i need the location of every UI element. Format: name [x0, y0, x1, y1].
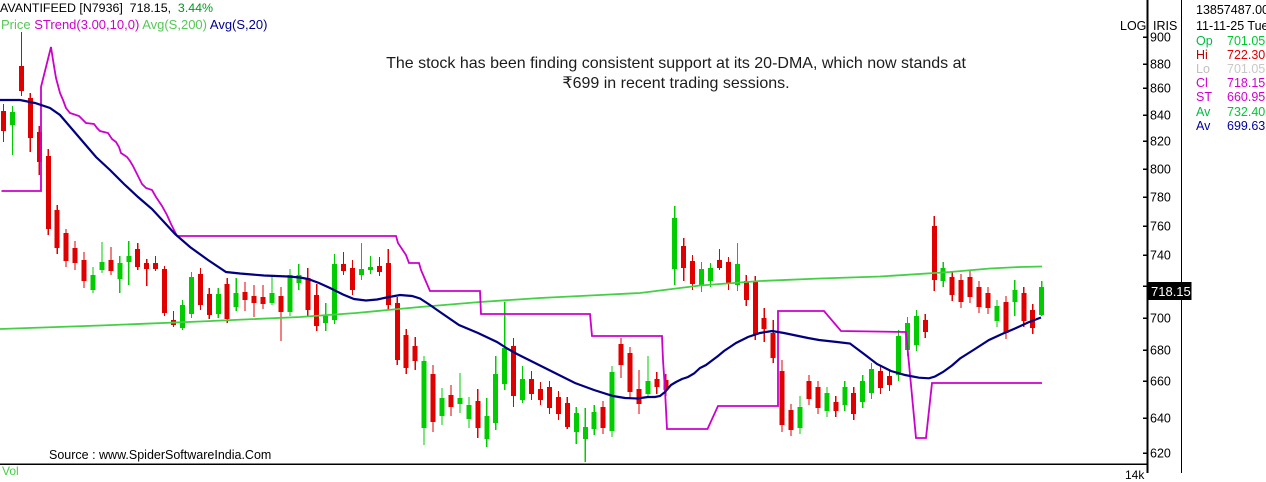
svg-text:840: 840 — [1150, 109, 1171, 123]
svg-text:700: 700 — [1150, 312, 1171, 326]
svg-text:718.15: 718.15 — [1151, 284, 1191, 299]
svg-text:800: 800 — [1150, 163, 1171, 177]
svg-text:740: 740 — [1150, 249, 1171, 263]
svg-text:880: 880 — [1150, 58, 1171, 72]
svg-text:860: 860 — [1150, 82, 1171, 96]
svg-text:760: 760 — [1150, 220, 1171, 234]
svg-text:660: 660 — [1150, 375, 1171, 389]
svg-text:900: 900 — [1150, 31, 1171, 45]
svg-text:680: 680 — [1150, 344, 1171, 358]
svg-text:620: 620 — [1150, 447, 1171, 461]
svg-text:780: 780 — [1150, 191, 1171, 205]
svg-text:820: 820 — [1150, 135, 1171, 149]
svg-text:640: 640 — [1150, 412, 1171, 426]
